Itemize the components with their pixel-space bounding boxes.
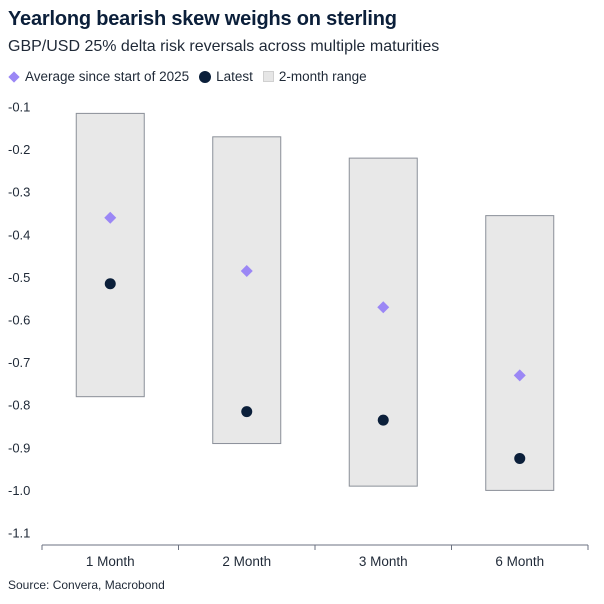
y-tick-label: -0.4 [8,227,30,242]
latest-marker [104,278,116,290]
legend-item-range: 2-month range [262,69,367,84]
range-box [485,215,555,491]
source-note: Source: Convera, Macrobond [8,578,165,592]
y-tick-label: -0.2 [8,142,30,157]
y-tick-label: -0.3 [8,185,30,200]
circle-icon [199,70,212,83]
y-tick-label: -0.5 [8,270,30,285]
y-tick-label: -0.9 [8,440,30,455]
legend: Average since start of 2025 Latest 2-mon… [8,69,377,84]
x-category-label: 6 Month [495,554,544,569]
legend-label-range: 2-month range [278,69,367,84]
y-tick-label: -0.1 [8,100,30,115]
latest-marker [241,406,253,418]
y-tick-label: -0.7 [8,355,30,370]
x-category-label: 1 Month [86,554,135,569]
range-box [75,112,145,398]
y-tick-label: -0.6 [8,313,30,328]
average-marker [104,211,117,224]
legend-item-average: Average since start of 2025 [8,69,189,84]
legend-label-latest: Latest [216,69,253,84]
x-category-label: 3 Month [359,554,408,569]
chart-title: Yearlong bearish skew weighs on sterling [8,8,397,30]
square-icon [262,71,274,82]
latest-marker [377,414,389,426]
average-marker [377,301,390,314]
y-tick-label: -1.1 [8,526,30,541]
range-box [212,136,282,445]
range-box [348,157,418,487]
y-tick-label: -0.8 [8,398,30,413]
legend-item-latest: Latest [199,69,253,84]
legend-label-average: Average since start of 2025 [25,69,190,84]
latest-marker [514,452,526,464]
chart-subtitle: GBP/USD 25% delta risk reversals across … [8,38,440,55]
x-category-label: 2 Month [222,554,271,569]
average-marker [513,369,526,382]
average-marker [240,265,253,278]
y-tick-label: -1.0 [8,483,30,498]
